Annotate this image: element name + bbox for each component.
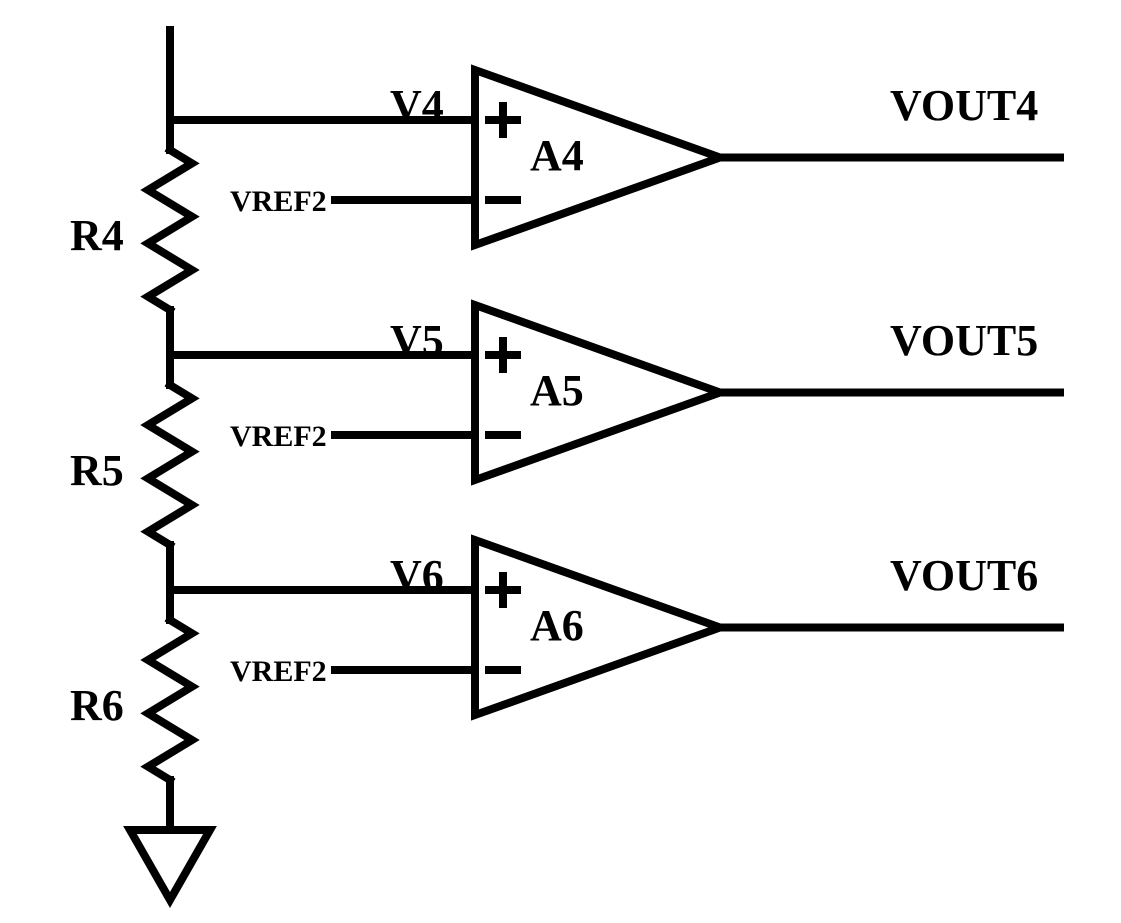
resistor-label-r6: R6	[70, 680, 124, 731]
output-label-vout4: VOUT4	[890, 80, 1038, 131]
output-label-vout5: VOUT5	[890, 315, 1038, 366]
output-label-vout6: VOUT6	[890, 550, 1038, 601]
ref-label-1: VREF2	[230, 420, 327, 454]
amp-label-a5: A5	[530, 365, 584, 416]
resistor-label-r5: R5	[70, 445, 124, 496]
node-label-v6: V6	[390, 550, 444, 601]
amp-label-a6: A6	[530, 600, 584, 651]
amp-label-a4: A4	[530, 130, 584, 181]
node-label-v4: V4	[390, 80, 444, 131]
ref-label-0: VREF2	[230, 185, 327, 219]
resistor-label-r4: R4	[70, 210, 124, 261]
ref-label-2: VREF2	[230, 655, 327, 689]
node-label-v5: V5	[390, 315, 444, 366]
